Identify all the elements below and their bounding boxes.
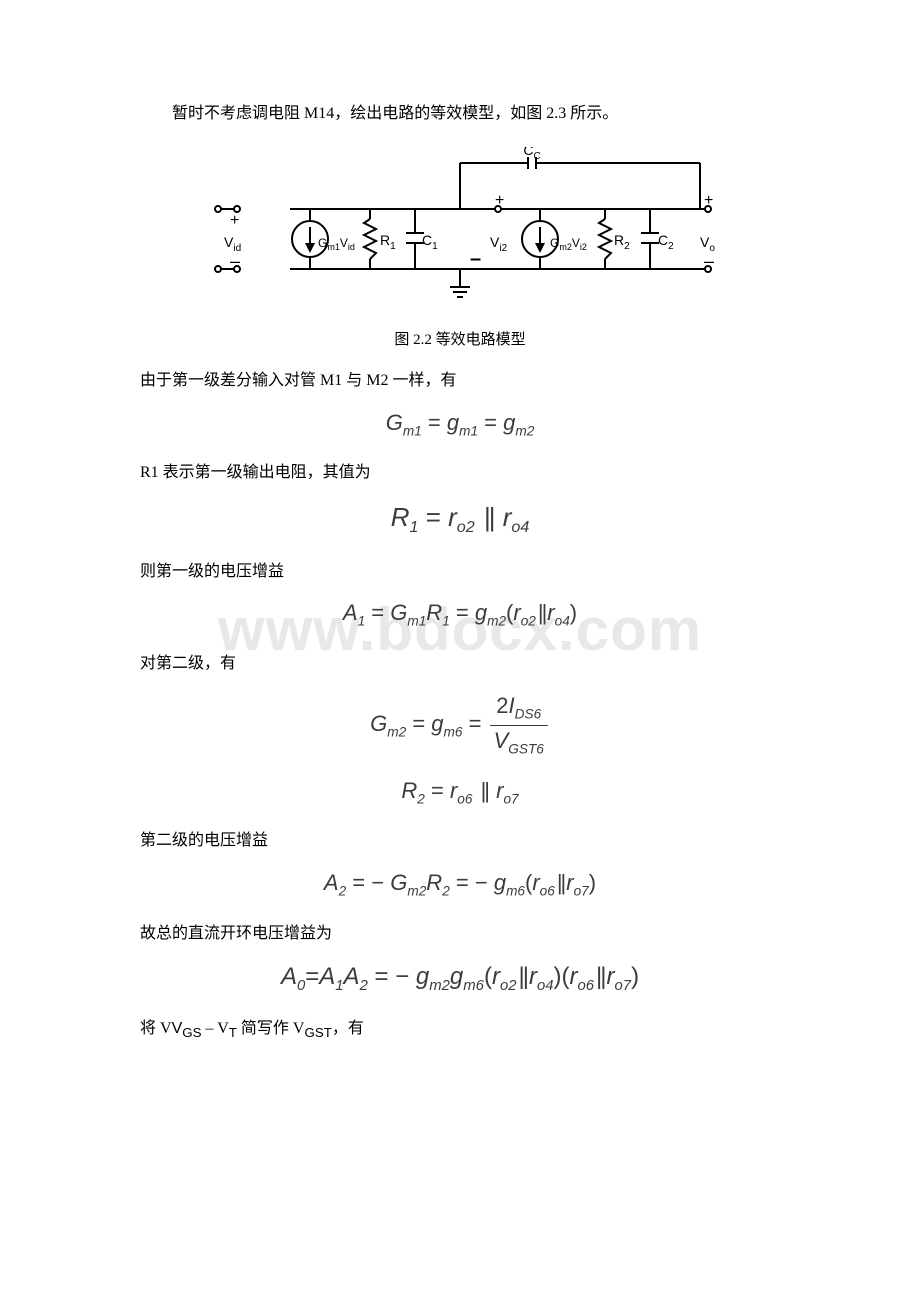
paragraph: 对第二级，有 xyxy=(140,650,780,679)
label-cc: CC xyxy=(523,147,540,162)
label-vid: Vid xyxy=(224,234,241,254)
paragraph: 故总的直流开环电压增益为 xyxy=(140,920,780,949)
minus-mark: – xyxy=(230,251,240,271)
label-r2: R2 xyxy=(614,232,630,252)
paragraph: 则第一级的电压增益 xyxy=(140,558,780,587)
intro-paragraph: 暂时不考虑调电阻 M14，绘出电路的等效模型，如图 2.3 所示。 xyxy=(140,100,780,129)
label-c2: C2 xyxy=(658,232,674,252)
page-content: 暂时不考虑调电阻 M14，绘出电路的等效模型，如图 2.3 所示。 xyxy=(140,100,780,1045)
label-r1: R1 xyxy=(380,232,396,252)
paragraph: 将 VVGS – VT 简写作 VGST，有 xyxy=(140,1015,780,1045)
figure-caption: 图 2.2 等效电路模型 xyxy=(140,328,780,349)
minus-mark: – xyxy=(704,251,714,271)
equation-7: A0=A1A2 = − gm2gm6(ro2||ro4)(ro6||ro7) xyxy=(140,963,780,996)
equation-4: Gm2 = gm6 = 2IDS6 VGST6 xyxy=(140,693,780,758)
label-gm1: Gm1Vid xyxy=(318,236,355,252)
equation-5: R2 = ro6 || ro7 xyxy=(140,778,780,808)
plus-mark: + xyxy=(230,212,239,229)
equation-2: R1 = ro2 || ro4 xyxy=(140,502,780,538)
minus-mark: – xyxy=(470,248,481,270)
circuit-diagram: + – + – + – CC Vid Gm1Vid R1 C1 Vi2 Gm2V… xyxy=(200,147,720,322)
label-gm2: Gm2Vi2 xyxy=(550,236,587,252)
paragraph: R1 表示第一级输出电阻，其值为 xyxy=(140,459,780,488)
label-c1: C1 xyxy=(422,232,438,252)
equation-1: Gm1 = gm1 = gm2 xyxy=(140,410,780,440)
equation-3: A1 = Gm1R1 = gm2(ro2||ro4) xyxy=(140,600,780,630)
equation-6: A2 = − Gm2R2 = − gm6(ro6||ro7) xyxy=(140,870,780,900)
label-vi2: Vi2 xyxy=(490,234,508,254)
paragraph: 第二级的电压增益 xyxy=(140,827,780,856)
plus-mark: + xyxy=(704,192,713,209)
plus-mark: + xyxy=(495,192,504,209)
paragraph: 由于第一级差分输入对管 M1 与 M2 一样，有 xyxy=(140,367,780,396)
